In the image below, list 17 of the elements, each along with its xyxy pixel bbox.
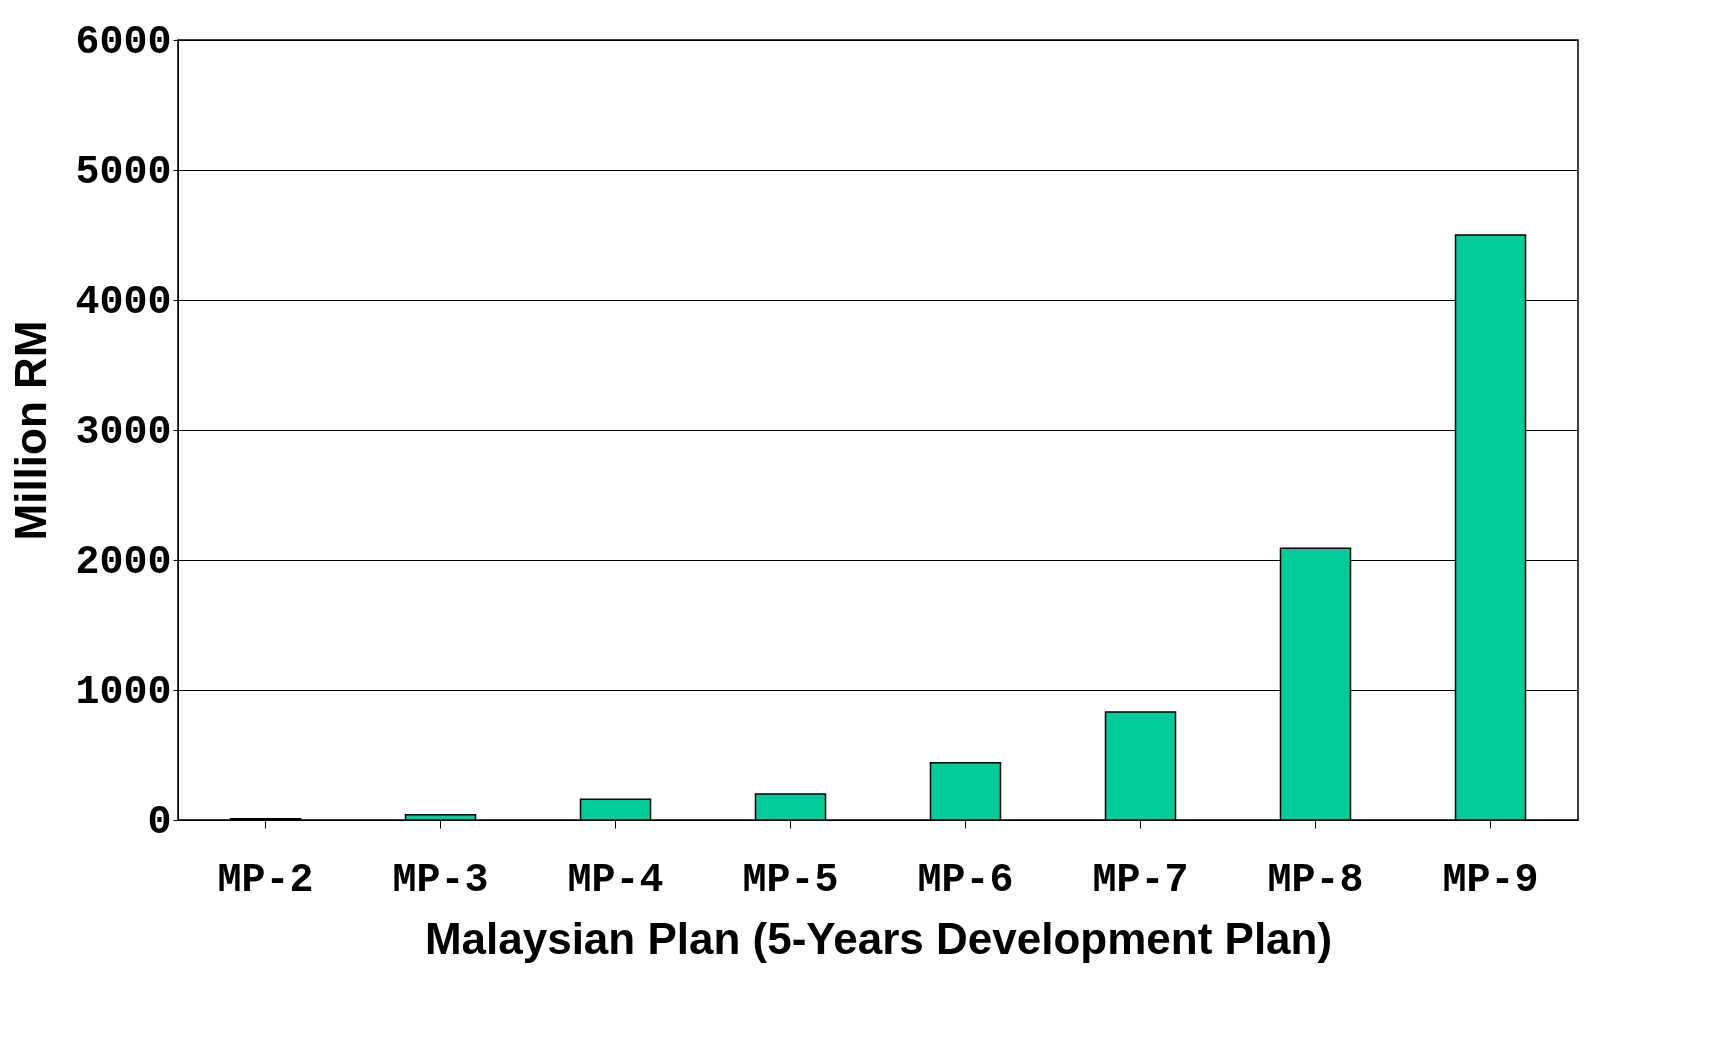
x-tick-label: MP-7 bbox=[1092, 857, 1189, 903]
x-tick-label: MP-5 bbox=[742, 857, 839, 903]
y-tick-label: 3000 bbox=[75, 409, 172, 455]
y-tick-label: 6000 bbox=[75, 19, 172, 65]
x-tick-label: MP-9 bbox=[1442, 857, 1539, 903]
y-axis-title: Million RM bbox=[6, 320, 56, 541]
y-tick-label: 4000 bbox=[75, 279, 172, 325]
y-tick-label: 5000 bbox=[75, 149, 172, 195]
y-tick-label: 2000 bbox=[75, 539, 172, 585]
x-tick-label: MP-4 bbox=[567, 857, 664, 903]
y-tick-label: 1000 bbox=[75, 669, 172, 715]
x-tick-label: MP-6 bbox=[917, 857, 1014, 903]
x-tick-label: MP-3 bbox=[392, 857, 489, 903]
y-tick-label: 0 bbox=[147, 799, 172, 845]
x-tick-label: MP-8 bbox=[1267, 857, 1364, 903]
x-tick-label: MP-2 bbox=[217, 857, 314, 903]
x-axis-title: Malaysian Plan (5-Years Development Plan) bbox=[424, 913, 1333, 963]
